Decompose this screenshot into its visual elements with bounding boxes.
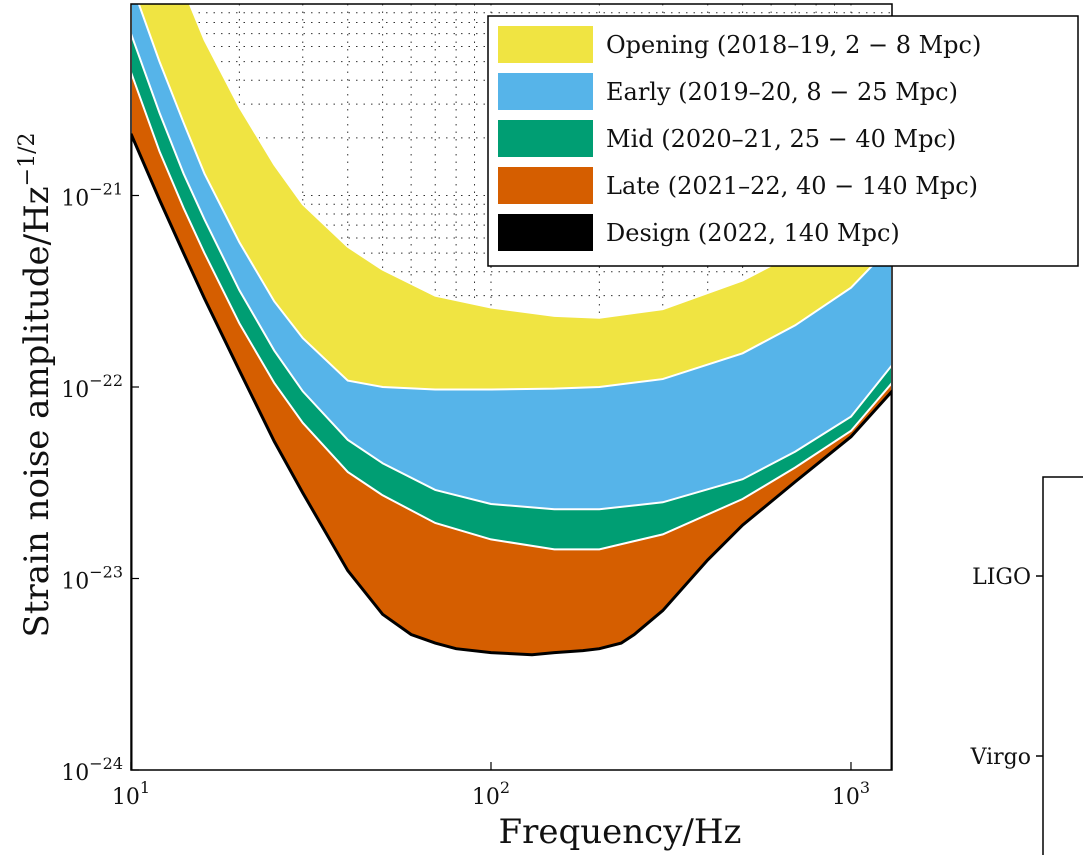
legend-swatch-5 xyxy=(498,214,593,251)
y-tick-label-3: 10−22 xyxy=(61,371,123,403)
x-tick-label-1: 101 xyxy=(112,778,150,810)
side-label-ligo: LIGO xyxy=(972,565,1031,590)
legend-swatch-2 xyxy=(498,73,593,110)
y-ticks: 10−24 10−23 10−22 10−21 xyxy=(61,180,139,786)
band-area-5 xyxy=(131,133,892,770)
x-ticks: 101 102 103 xyxy=(112,762,870,810)
legend-label-1: Opening (2018–19, 2 − 8 Mpc) xyxy=(606,31,981,59)
legend-swatch-4 xyxy=(498,167,593,204)
y-axis-label-exponent: −1/2 xyxy=(15,132,40,186)
side-label-virgo: Virgo xyxy=(970,745,1031,770)
y-axis-label: Strain noise amplitude/Hz−1/2 xyxy=(15,132,57,637)
y-tick-label-2: 10−23 xyxy=(61,563,123,595)
legend-label-3: Mid (2020–21, 25 − 40 Mpc) xyxy=(606,125,956,153)
y-tick-label-4: 10−21 xyxy=(61,180,123,212)
x-tick-label-2: 102 xyxy=(472,778,510,810)
side-panel-frame xyxy=(1042,476,1083,855)
legend-swatch-3 xyxy=(498,120,593,157)
x-axis-label: Frequency/Hz xyxy=(499,812,742,852)
side-panel: LIGO Virgo xyxy=(970,476,1083,855)
y-axis-label-text: Strain noise amplitude/Hz xyxy=(17,186,57,637)
legend-label-5: Design (2022, 140 Mpc) xyxy=(606,219,900,247)
bands-layer xyxy=(131,4,892,770)
legend-swatch-1 xyxy=(498,26,593,63)
x-tick-label-3: 103 xyxy=(832,778,870,810)
legend: Opening (2018–19, 2 − 8 Mpc) Early (2019–… xyxy=(487,15,1079,267)
legend-label-2: Early (2019–20, 8 − 25 Mpc) xyxy=(606,78,958,106)
legend-label-4: Late (2021–22, 40 − 140 Mpc) xyxy=(606,172,978,200)
y-axis-label-group: Strain noise amplitude/Hz−1/2 xyxy=(15,132,57,637)
y-tick-label-1: 10−24 xyxy=(61,754,123,786)
